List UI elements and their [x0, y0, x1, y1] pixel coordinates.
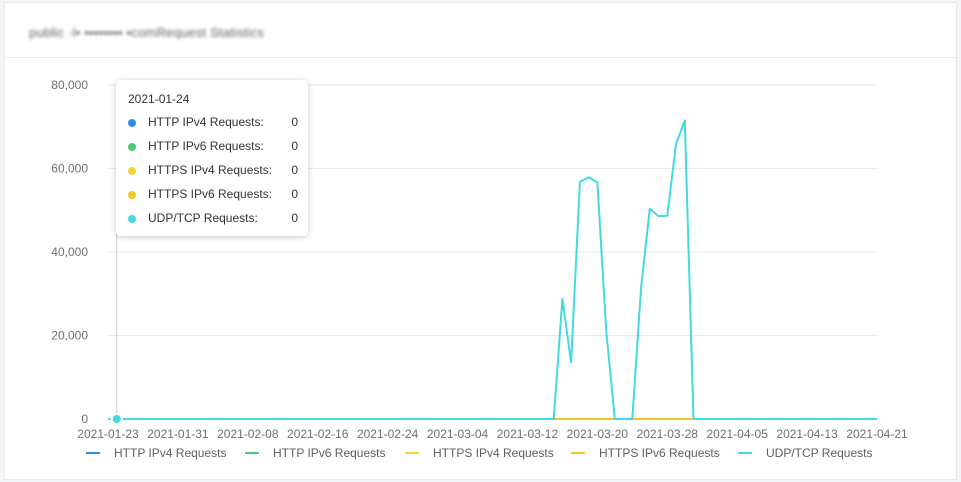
y-tick-label: 60,000	[51, 162, 88, 176]
tooltip-value: 0	[291, 187, 298, 201]
tooltip-value: 0	[291, 163, 298, 177]
series-lines	[108, 119, 877, 420]
legend-label[interactable]: HTTP IPv6 Requests	[273, 446, 386, 460]
x-tick-label: 2021-01-31	[147, 427, 209, 441]
y-axis: 0 20,000 40,000 60,000 80,000	[51, 78, 88, 426]
cursor-point	[110, 413, 123, 425]
x-tick-label: 2021-03-04	[427, 427, 489, 441]
x-tick-label: 2021-03-20	[567, 427, 629, 441]
panel-title: pu⁠bl⁠ic ·l▪ ▪▪▪▪▪▪▪▪ ▪comRequest Statis…	[29, 25, 265, 40]
tooltip-label: HTTPS IPv4 Requests:	[148, 163, 273, 177]
legend-label[interactable]: UDP/TCP Requests	[766, 446, 872, 460]
series-line	[108, 119, 877, 420]
chart-tooltip: 2021-01-24 HTTP IPv4 Requests: 0 HTTP IPv6…	[116, 80, 308, 236]
tooltip-row: UDP/TCP Requests: 0	[128, 211, 298, 227]
tooltip-dot	[128, 191, 136, 199]
chart-legend: HTTP IPv4 Requests HTTP IPv6 Requests HTTP…	[86, 446, 872, 460]
x-tick-label: 2021-04-13	[776, 427, 838, 441]
legend-label[interactable]: HTTP IPv4 Requests	[114, 446, 227, 460]
tooltip-dot	[128, 215, 136, 223]
tooltip-value: 0	[291, 139, 298, 153]
tooltip-dot	[128, 119, 136, 127]
x-tick-label: 2021-03-12	[497, 427, 559, 441]
tooltip-label: UDP/TCP Requests:	[148, 211, 258, 225]
tooltip-row: HTTPS IPv6 Requests: 0	[128, 187, 298, 203]
x-tick-label: 2021-01-23	[77, 427, 139, 441]
x-tick-label: 2021-02-24	[357, 427, 419, 441]
tooltip-value: 0	[291, 115, 298, 129]
y-tick-label: 40,000	[51, 245, 88, 259]
x-axis: 2021-01-23 2021-01-31 2021-02-08 2021-02-16…	[77, 427, 908, 441]
y-tick-label: 20,000	[51, 329, 88, 343]
tooltip-dot	[128, 143, 136, 151]
x-tick-label: 2021-02-08	[217, 427, 279, 441]
tooltip-dot	[128, 167, 136, 175]
x-tick-label: 2021-03-28	[637, 427, 699, 441]
panel-header: pu⁠bl⁠ic ·l▪ ▪▪▪▪▪▪▪▪ ▪comRequest Statis…	[5, 3, 956, 58]
y-tick-label: 80,000	[51, 78, 88, 92]
x-tick-label: 2021-02-16	[287, 427, 349, 441]
legend-label[interactable]: HTTPS IPv6 Requests	[599, 446, 720, 460]
tooltip-label: HTTP IPv4 Requests:	[148, 115, 264, 129]
tooltip-row: HTTP IPv4 Requests: 0	[128, 115, 298, 131]
tooltip-date: 2021-01-24	[128, 92, 190, 106]
tooltip-row: HTTPS IPv4 Requests: 0	[128, 163, 298, 179]
x-tick-label: 2021-04-21	[846, 427, 908, 441]
legend-label[interactable]: HTTPS IPv4 Requests	[433, 446, 554, 460]
x-tick-label: 2021-04-05	[706, 427, 768, 441]
tooltip-value: 0	[291, 211, 298, 225]
y-tick-label: 0	[81, 412, 88, 426]
tooltip-label: HTTPS IPv6 Requests:	[148, 187, 273, 201]
tooltip-label: HTTP IPv6 Requests:	[148, 139, 264, 153]
tooltip-row: HTTP IPv6 Requests: 0	[128, 139, 298, 155]
